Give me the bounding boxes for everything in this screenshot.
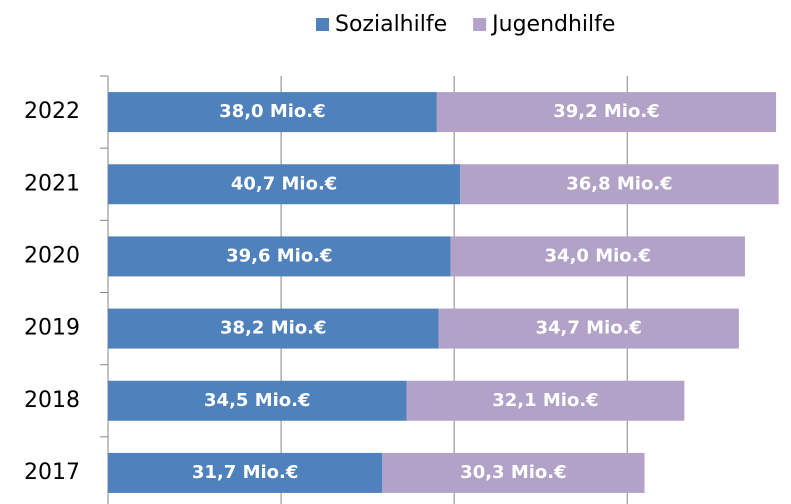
bar-segment: [108, 452, 383, 493]
value-label: 31,7 Mio.€: [192, 462, 299, 483]
bar-segment: [108, 236, 451, 277]
value-label: 39,6 Mio.€: [226, 245, 333, 266]
bar-segment: [460, 164, 779, 205]
bar-segment: [436, 92, 777, 133]
bar-segment: [108, 164, 461, 205]
y-tick-label: 2018: [24, 388, 80, 413]
value-label: 40,7 Mio.€: [231, 173, 338, 194]
y-tick-label: 2017: [24, 460, 80, 485]
value-label: 30,3 Mio.€: [460, 462, 567, 483]
bar-segment: [438, 308, 739, 349]
value-label: 34,0 Mio.€: [545, 245, 652, 266]
bar-segment: [406, 380, 685, 421]
bar-segment: [382, 452, 645, 493]
legend-swatch: [316, 18, 329, 31]
value-label: 36,8 Mio.€: [566, 173, 673, 194]
value-label: 32,1 Mio.€: [492, 390, 599, 411]
legend-swatch: [473, 18, 487, 31]
y-tick-label: 2021: [24, 171, 80, 196]
legend-label: Jugendhilfe: [490, 12, 615, 37]
y-tick-label: 2019: [24, 316, 80, 341]
value-label: 38,2 Mio.€: [220, 318, 327, 339]
value-label: 39,2 Mio.€: [553, 101, 660, 122]
y-tick-label: 2022: [24, 99, 80, 124]
bar-segment: [450, 236, 745, 277]
value-label: 34,7 Mio.€: [535, 318, 642, 339]
value-label: 38,0 Mio.€: [219, 101, 326, 122]
bar-segment: [108, 92, 437, 133]
value-label: 34,5 Mio.€: [204, 390, 311, 411]
legend-label: Sozialhilfe: [335, 12, 447, 37]
bar-segment: [108, 308, 439, 349]
bar-segment: [108, 380, 407, 421]
y-tick-label: 2020: [24, 243, 80, 268]
